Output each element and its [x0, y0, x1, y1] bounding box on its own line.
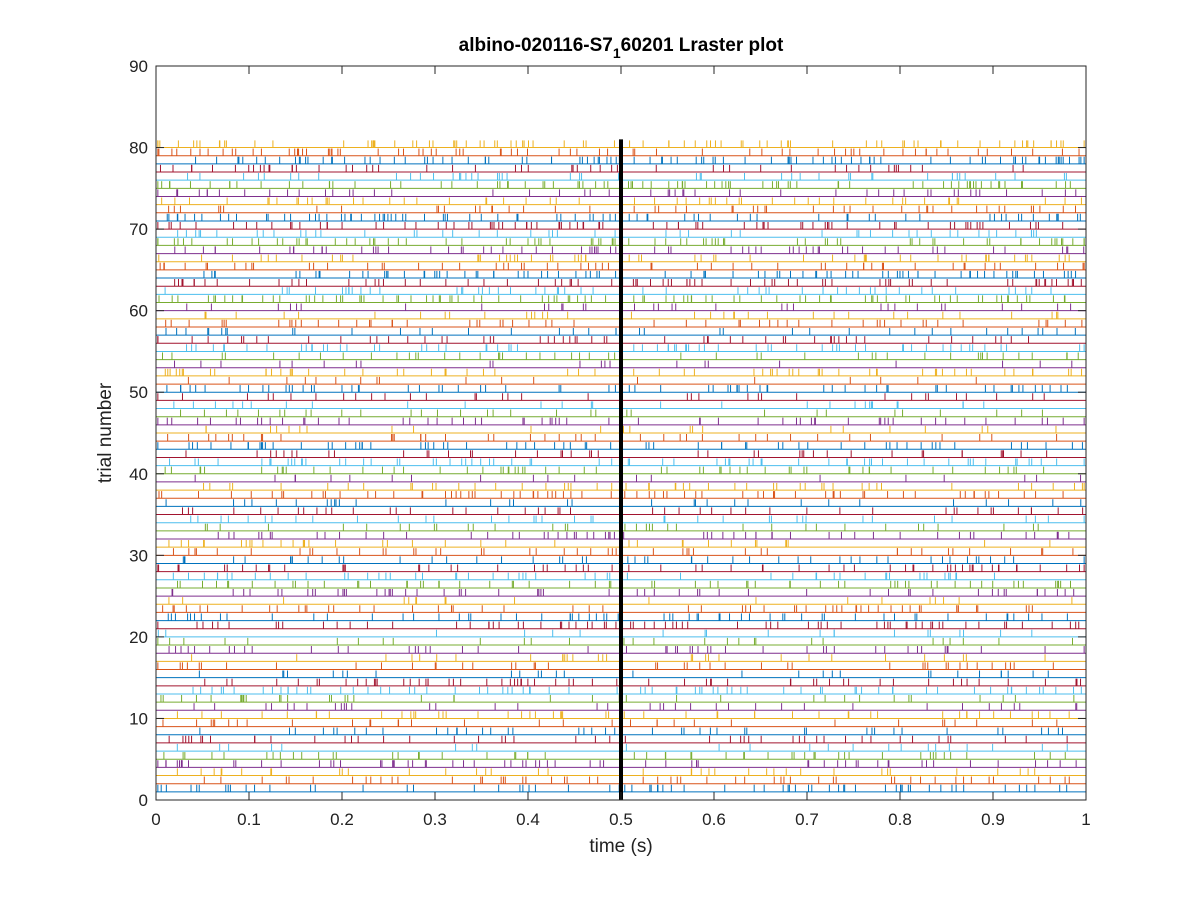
y-tick-label: 20	[129, 628, 148, 647]
trial-row	[156, 238, 1086, 246]
x-tick-label: 0.1	[237, 810, 261, 829]
y-tick-label: 80	[129, 139, 148, 158]
y-tick-label: 0	[139, 791, 148, 810]
x-tick-label: 0.3	[423, 810, 447, 829]
x-tick-label: 1	[1081, 810, 1090, 829]
x-tick-label: 0.9	[981, 810, 1005, 829]
trial-row	[156, 458, 1086, 467]
ticks-layer: 0 0.1 0.2 0.3 0.4 0.5 0.6 0.7 0.8 0.9 101020304050…	[129, 57, 1091, 829]
x-tick-label: 0.4	[516, 810, 540, 829]
y-tick-label: 10	[129, 709, 148, 728]
x-tick-label: 0.2	[330, 810, 354, 829]
y-tick-label: 30	[129, 546, 148, 565]
x-tick-label: 0.5	[609, 810, 633, 829]
y-tick-label: 40	[129, 465, 148, 484]
y-axis-label: trial number	[95, 382, 116, 483]
y-tick-label: 60	[129, 302, 148, 321]
x-tick-label: 0.8	[888, 810, 912, 829]
chart-title-rest: 60201 Lraster plot	[621, 35, 784, 56]
chart-title-subscript: 1	[613, 45, 621, 61]
x-tick-label: 0.6	[702, 810, 726, 829]
chart-title: albino-020116-S7160201 Lraster plot	[459, 35, 784, 61]
x-tick-label: 0	[151, 810, 160, 829]
trials-layer	[156, 140, 1086, 793]
trial-row	[156, 173, 1086, 181]
chart-title-main: albino-020116-S7	[459, 35, 613, 56]
y-tick-label: 70	[129, 220, 148, 239]
trial-row	[156, 580, 1086, 589]
x-axis-label: time (s)	[589, 836, 652, 857]
x-tick-label: 0.7	[795, 810, 819, 829]
y-tick-label: 90	[129, 57, 148, 76]
y-tick-label: 50	[129, 383, 148, 402]
